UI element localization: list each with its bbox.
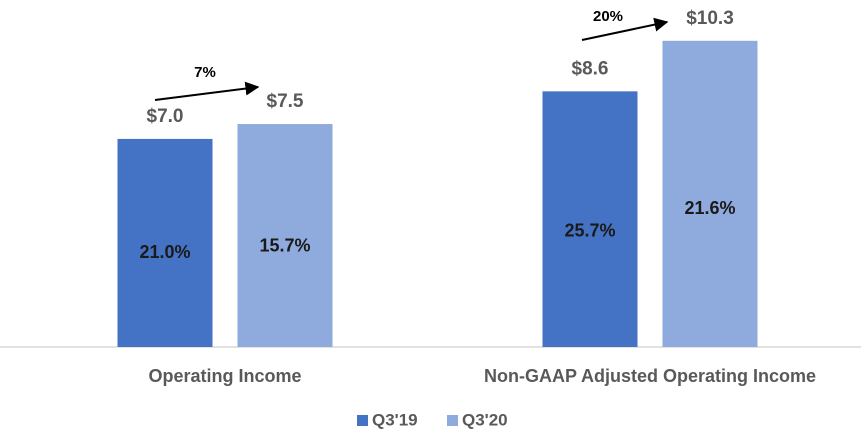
margin-label: 21.6% [684,198,735,218]
value-label: $7.0 [147,106,184,127]
bar [662,40,758,348]
value-label: $10.3 [686,8,734,29]
legend-label: Q3'20 [462,410,508,429]
growth-arrow [581,17,669,41]
legend-label: Q3'19 [372,410,418,429]
growth-arrow [154,81,260,101]
x-tick-label: Operating Income [148,366,301,386]
legend-swatch [357,415,368,426]
growth-label: 7% [194,64,216,81]
margin-label: 15.7% [259,235,310,255]
value-label: $8.6 [572,58,609,79]
bar [117,138,213,347]
legend-swatch [447,415,458,426]
growth-label: 20% [593,8,623,25]
value-label: $7.5 [267,91,304,112]
margin-label: 21.0% [139,242,190,262]
bar [542,91,638,347]
margin-label: 25.7% [564,221,615,241]
x-tick-label: Non-GAAP Adjusted Operating Income [484,366,816,386]
bar [237,124,333,347]
